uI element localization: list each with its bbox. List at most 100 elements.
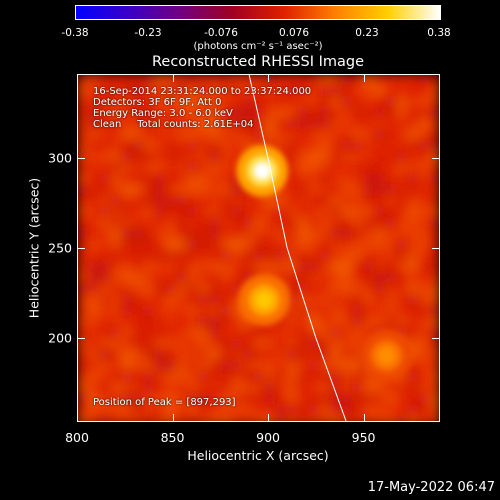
heatmap-cell [352,294,363,305]
heatmap-cell [297,371,308,382]
heatmap-cell [352,239,363,250]
heatmap-cell [396,239,407,250]
heatmap-cell [77,316,88,327]
heatmap-cell [242,217,253,228]
heatmap-cell [264,404,275,415]
heatmap-cell [231,74,242,85]
algorithm-counts-text: Clean Total counts: 2.61E+04 [93,119,254,130]
heatmap-cell [308,184,319,195]
heatmap-cell [121,85,132,96]
heatmap-cell [143,404,154,415]
heatmap-cell [154,404,165,415]
heatmap-cell [121,338,132,349]
heatmap-cell [187,316,198,327]
heatmap-cell [143,272,154,283]
heatmap-cell [143,195,154,206]
heatmap-cell [429,283,440,294]
heatmap-cell [253,261,264,272]
heatmap-cell [143,96,154,107]
heatmap-cell [242,338,253,349]
heatmap-cell [110,404,121,415]
heatmap-cell [286,294,297,305]
heatmap-cell [231,195,242,206]
heatmap-cell [341,382,352,393]
heatmap-cell [99,338,110,349]
heatmap-cell [132,96,143,107]
heatmap-cell [341,184,352,195]
heatmap-cell [88,195,99,206]
heatmap-cell [132,129,143,140]
heatmap-cell [330,228,341,239]
heatmap-cell [352,96,363,107]
heatmap-cell [429,184,440,195]
heatmap-cell [352,195,363,206]
heatmap-cell [352,140,363,151]
heatmap-cell [429,338,440,349]
heatmap-image [77,74,440,422]
heatmap-cell [374,228,385,239]
heatmap-cell [330,272,341,283]
heatmap-cell [110,162,121,173]
heatmap-cell [176,173,187,184]
heatmap-cell [330,239,341,250]
y-axis-label: Heliocentric Y (arcsec) [26,177,42,319]
heatmap-cell [418,195,429,206]
heatmap-cell [407,272,418,283]
heatmap-cell [275,206,286,217]
heatmap-cell [341,283,352,294]
heatmap-cell [132,415,143,422]
heatmap-cell [286,250,297,261]
heatmap-cell [198,360,209,371]
heatmap-cell [187,393,198,404]
heatmap-cell [352,283,363,294]
heatmap-cell [88,261,99,272]
colorbar-tick-label: -0.23 [134,27,162,39]
heatmap-cell [308,393,319,404]
heatmap-cell [154,151,165,162]
heatmap-cell [99,294,110,305]
heatmap-cell [165,404,176,415]
heatmap-cell [253,404,264,415]
heatmap-cell [264,250,275,261]
heatmap-cell [275,74,286,85]
heatmap-cell [374,162,385,173]
heatmap-cell [319,162,330,173]
time-range-text: 16-Sep-2014 23:31:24.000 to 23:37:24.000 [93,86,312,97]
tickmark [363,74,365,82]
heatmap-cell [330,283,341,294]
heatmap-cell [286,382,297,393]
heatmap-cell [110,118,121,129]
heatmap-cell [374,316,385,327]
heatmap-cell [319,195,330,206]
heatmap-cell [176,382,187,393]
heatmap-cell [341,107,352,118]
heatmap-cell [132,294,143,305]
heatmap-cell [319,305,330,316]
heatmap-cell [77,129,88,140]
heatmap-cell [363,96,374,107]
heatmap-cell [286,85,297,96]
heatmap-cell [88,272,99,283]
heatmap-cell [165,74,176,85]
heatmap-cell [264,261,275,272]
heatmap-cell [407,294,418,305]
heatmap-cell [407,173,418,184]
heatmap-cell [429,107,440,118]
heatmap-cell [220,74,231,85]
heatmap-cell [187,272,198,283]
heatmap-cell [88,382,99,393]
heatmap-cell [154,74,165,85]
heatmap-cell [253,349,264,360]
heatmap-cell [319,239,330,250]
heatmap-cell [308,316,319,327]
heatmap-cell [275,371,286,382]
heatmap-cell [209,228,220,239]
heatmap-cell [198,327,209,338]
heatmap-cell [429,195,440,206]
heatmap-cell [187,228,198,239]
heatmap-cell [352,173,363,184]
heatmap-cell [176,140,187,151]
heatmap-cell [88,162,99,173]
heatmap-cell [77,74,88,85]
heatmap-cell [242,261,253,272]
